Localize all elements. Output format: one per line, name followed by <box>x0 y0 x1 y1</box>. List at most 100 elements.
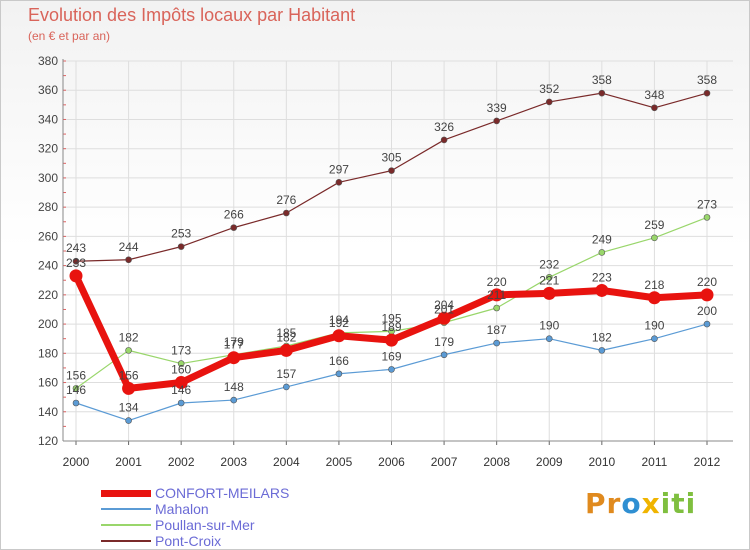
series-confort-meilars <box>69 269 714 395</box>
data-point <box>279 343 293 357</box>
chart-title: Evolution des Impôts locaux par Habitant <box>28 5 356 25</box>
legend-swatch <box>101 524 151 526</box>
y-tick-label: 360 <box>38 83 58 97</box>
data-point <box>177 360 185 367</box>
data-point <box>647 291 661 305</box>
data-point <box>122 381 136 395</box>
data-label: 352 <box>539 82 559 96</box>
data-label: 204 <box>434 298 454 312</box>
data-point <box>177 399 185 407</box>
series-mahalon <box>72 320 711 424</box>
data-point <box>703 89 711 97</box>
data-point <box>651 335 658 342</box>
data-point <box>493 304 500 312</box>
data-label: 305 <box>381 151 401 165</box>
data-labels: 243 244 253 266 276 297 305 326 339 352 358 348 358 1… <box>66 73 717 414</box>
data-point <box>493 117 500 125</box>
data-point <box>283 383 290 391</box>
data-label: 253 <box>171 227 191 241</box>
data-point <box>493 339 500 347</box>
data-point <box>598 347 606 354</box>
data-point <box>542 286 556 300</box>
data-label: 339 <box>487 101 507 115</box>
legend-label: Mahalon <box>155 501 209 517</box>
data-label: 146 <box>171 383 191 397</box>
x-tick-label: 2006 <box>378 455 405 469</box>
data-label: 166 <box>329 354 349 368</box>
grid <box>63 60 733 442</box>
data-label: 243 <box>66 241 86 255</box>
data-point <box>598 249 606 256</box>
legend-label: CONFORT-MEILARS <box>155 485 290 501</box>
x-tick-label: 2001 <box>115 455 142 469</box>
brand-part: iti <box>660 487 697 520</box>
data-point <box>545 335 553 342</box>
data-label: 273 <box>697 197 717 211</box>
data-point <box>440 136 448 144</box>
data-point <box>335 179 343 186</box>
data-point <box>72 399 80 407</box>
data-point <box>335 370 343 378</box>
y-tick-label: 300 <box>38 171 58 185</box>
data-point <box>227 351 241 365</box>
data-label: 232 <box>539 257 559 271</box>
data-label: 156 <box>66 368 86 382</box>
chart-subtitle: (en € et par an) <box>28 29 111 43</box>
x-tick-label: 2007 <box>431 455 458 469</box>
brand-part: o <box>621 487 642 520</box>
data-label: 276 <box>276 193 296 207</box>
data-label: 190 <box>539 319 559 333</box>
data-point <box>332 329 346 343</box>
data-point <box>700 288 714 302</box>
data-point <box>385 333 398 347</box>
data-point <box>174 376 188 390</box>
y-tick-label: 140 <box>38 405 58 419</box>
legend-swatch <box>101 489 151 497</box>
series-pont-croix <box>72 89 711 265</box>
data-label: 148 <box>224 380 244 394</box>
brand-logo: Proxiti <box>585 487 696 520</box>
data-label: 297 <box>329 162 349 176</box>
legend-swatch <box>101 540 151 542</box>
data-label: 259 <box>644 218 664 232</box>
data-point <box>125 417 132 424</box>
data-label: 249 <box>592 232 612 246</box>
data-label: 358 <box>697 73 717 87</box>
data-point <box>595 283 609 297</box>
data-point <box>440 351 448 359</box>
data-label: 195 <box>381 311 401 325</box>
x-tick-label: 2010 <box>588 455 615 469</box>
data-label: 201 <box>434 303 454 317</box>
data-label: 190 <box>644 319 664 333</box>
data-label: 192 <box>329 316 349 330</box>
data-label: 218 <box>644 278 664 292</box>
data-point <box>72 385 80 392</box>
legend-swatch <box>101 508 151 510</box>
x-tick-label: 2012 <box>694 455 721 469</box>
data-point <box>125 347 132 354</box>
data-label: 179 <box>224 335 244 349</box>
y-tick-label: 220 <box>38 288 58 302</box>
data-label: 182 <box>276 330 296 344</box>
data-point <box>230 224 238 231</box>
data-label: 220 <box>697 275 717 289</box>
y-tick-label: 180 <box>38 346 58 360</box>
data-point <box>177 243 185 250</box>
x-tick-label: 2009 <box>536 455 563 469</box>
brand-part: Pr <box>585 487 622 520</box>
data-point <box>703 214 711 221</box>
y-tick-label: 160 <box>38 376 58 390</box>
x-tick-label: 2005 <box>326 455 353 469</box>
data-label: 179 <box>434 335 454 349</box>
data-point <box>125 256 132 264</box>
data-point <box>598 89 606 97</box>
data-point <box>651 104 658 112</box>
data-label: 189 <box>381 320 401 334</box>
data-label: 156 <box>119 368 139 382</box>
y-tick-label: 260 <box>38 229 58 243</box>
data-label: 348 <box>644 88 664 102</box>
y-tick-label: 380 <box>38 54 58 68</box>
data-label: 221 <box>539 273 559 287</box>
data-point <box>388 167 395 174</box>
